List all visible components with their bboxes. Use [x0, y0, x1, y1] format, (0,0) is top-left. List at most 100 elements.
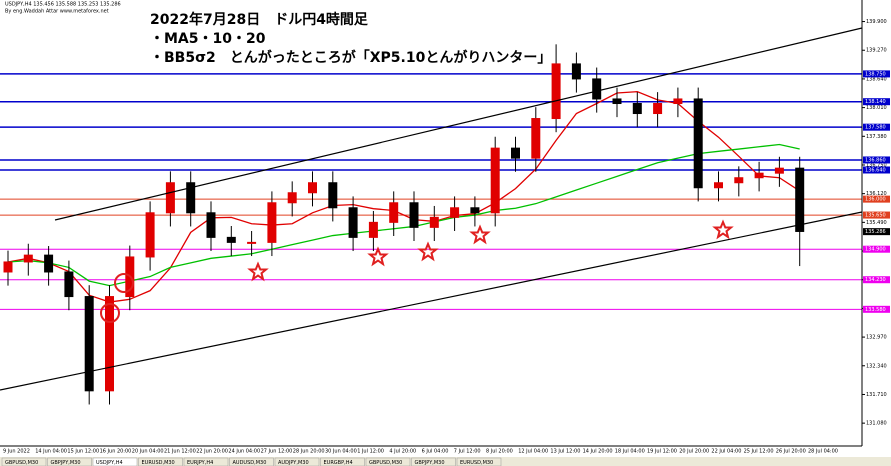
y-tick-label: 136.750: [866, 162, 887, 168]
credit: By eng.Waddah Attar www.metaforex.net: [5, 9, 109, 15]
candle-body: [470, 207, 480, 214]
title-line: ・MA5・10・20: [150, 31, 266, 47]
tab[interactable]: [183, 457, 229, 466]
moving-average: [7, 91, 801, 303]
x-tick-label: 20 Jul 20:00: [679, 449, 709, 455]
level-label: 134.230: [865, 277, 886, 283]
price-axis: [862, 0, 891, 456]
x-tick-label: 26 Jul 20:00: [776, 449, 806, 455]
candle-body: [734, 177, 744, 184]
tab-label[interactable]: EURUSD,M30: [460, 460, 493, 466]
x-tick-label: 12 Jul 04:00: [518, 449, 548, 455]
moving-average: [7, 143, 800, 287]
tab-label[interactable]: GBPUSD,M30: [5, 460, 38, 466]
candle-body: [84, 296, 94, 392]
level-box: [863, 245, 890, 253]
candle-body: [774, 167, 784, 174]
tab[interactable]: [274, 457, 320, 466]
tab-label[interactable]: GBPJPY,M30: [51, 460, 81, 466]
level-box: [863, 123, 890, 131]
candle-body: [409, 202, 419, 228]
candle-body: [226, 236, 236, 243]
symbol-info: USDJPY,H4 135.456 135.588 135.253 135.28…: [5, 2, 121, 8]
candle-body: [44, 254, 54, 273]
y-tick-label: 136.120: [866, 191, 887, 197]
tab[interactable]: [411, 457, 456, 466]
candle-body: [186, 182, 196, 214]
level-label: 137.580: [865, 125, 886, 131]
tab[interactable]: [1, 457, 47, 466]
tab-label[interactable]: EURGBP,H4: [324, 460, 353, 466]
x-tick-label: 6 Jul 04:00: [422, 449, 449, 455]
y-tick-label: 139.270: [866, 48, 887, 54]
x-tick-label: 28 Jul 04:00: [808, 449, 838, 455]
tab-label[interactable]: GBPUSD,M30: [369, 460, 402, 466]
tab[interactable]: [456, 457, 502, 466]
y-tick-label: 138.640: [866, 76, 887, 82]
star-marker: [247, 261, 269, 282]
candle-body: [145, 212, 155, 258]
candle-body: [206, 212, 216, 238]
level-label: 135.650: [865, 213, 886, 219]
y-tick-label: 138.010: [866, 105, 887, 111]
tab[interactable]: [229, 457, 274, 466]
candle-body: [308, 182, 317, 194]
candle-body: [287, 192, 297, 204]
tab-label[interactable]: AUDUSD,M30: [233, 460, 267, 466]
tab-label[interactable]: EURJPY,H4: [187, 460, 213, 466]
level-box: [863, 70, 890, 78]
candle-body: [754, 172, 764, 179]
title-line: 2022年7月28日 ドル円4時間足: [150, 11, 369, 28]
level-label: 134.900: [865, 247, 886, 253]
level-box: [863, 98, 890, 106]
x-tick-label: 28 Jun 20:00: [293, 449, 325, 455]
x-tick-label: 16 Jun 20:00: [100, 449, 132, 455]
candle-body: [247, 241, 257, 244]
tab-label[interactable]: USDJPY,H4: [96, 460, 123, 466]
level-box: [863, 211, 890, 219]
y-tick-label: 131.710: [866, 392, 887, 398]
candle-body: [551, 63, 561, 120]
candle-body: [267, 202, 277, 243]
x-tick-label: 24 Jun 04:00: [228, 449, 260, 455]
circle-marker: [100, 303, 120, 323]
tab[interactable]: [92, 457, 138, 466]
candle-body: [531, 118, 541, 159]
candle-body: [571, 63, 581, 80]
candle-body: [714, 182, 723, 189]
x-tick-label: 7 Jul 12:00: [454, 449, 481, 455]
y-tick-label: 139.900: [866, 19, 887, 25]
level-box: [863, 276, 890, 284]
price-label: 135.286: [865, 229, 886, 235]
tab[interactable]: [320, 457, 365, 466]
candle-body: [653, 103, 663, 115]
y-tick-label: 132.340: [866, 363, 887, 369]
level-box: [863, 305, 890, 313]
y-tick-label: 137.380: [866, 134, 887, 140]
candle-body: [632, 103, 642, 115]
tab-label[interactable]: EURUSD,M30: [142, 460, 175, 466]
candle-body: [348, 207, 358, 238]
y-tick-label: 132.970: [866, 335, 887, 341]
level-box: [863, 166, 890, 174]
candle-body: [368, 221, 378, 238]
x-tick-label: 4 Jul 20:00: [389, 449, 416, 455]
tab-label[interactable]: AUDJPY,M30: [278, 460, 309, 466]
tab[interactable]: [47, 457, 92, 466]
circle-marker: [114, 273, 134, 293]
tab-label[interactable]: GBPJPY,M30: [415, 460, 445, 466]
level-label: 133.580: [865, 307, 886, 313]
trendline: [0, 211, 863, 391]
candle-body: [105, 296, 114, 392]
tab[interactable]: [365, 457, 411, 466]
tab[interactable]: [138, 457, 183, 466]
candle-body: [23, 254, 33, 263]
candle-body: [450, 207, 460, 218]
level-box: [863, 195, 890, 203]
x-tick-label: 27 Jun 12:00: [261, 449, 293, 455]
level-label: 136.860: [865, 157, 886, 163]
x-tick-label: 19 Jul 12:00: [647, 449, 677, 455]
candle-body: [3, 261, 13, 273]
y-tick-label: 135.490: [866, 220, 887, 226]
candle-body: [511, 147, 520, 159]
